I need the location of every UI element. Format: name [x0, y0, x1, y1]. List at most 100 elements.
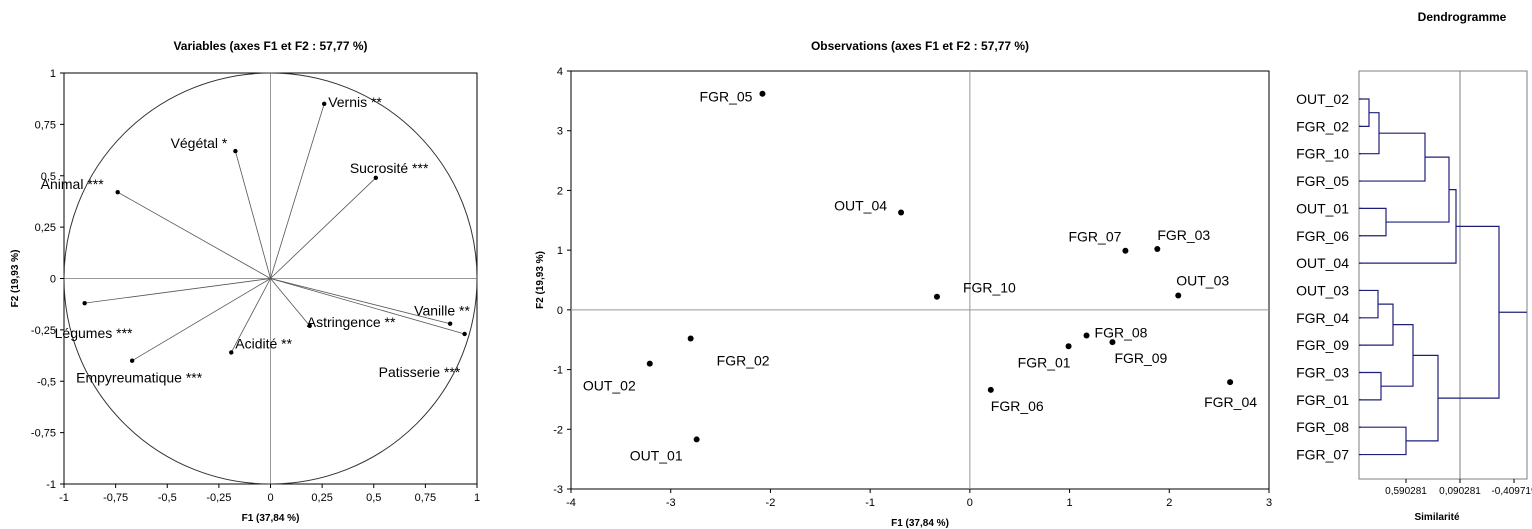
variable-vector [270, 177, 377, 279]
dendrogram-leaf-label: FGR_03 [1296, 365, 1349, 381]
variable-point [462, 331, 467, 337]
variable-point [373, 175, 379, 181]
variables-y-tick-label: -0,25 [31, 325, 56, 337]
variable-vector [84, 278, 271, 304]
variable-point [447, 321, 453, 326]
observation-label: FGR_10 [963, 280, 1016, 296]
dendrogram-x-tick-label: -0,409719 [1491, 486, 1532, 497]
variable-point [229, 350, 234, 355]
variable-vector [270, 278, 311, 327]
variable-label: Vernis ** [328, 94, 382, 110]
dendrogram-leaf-label: FGR_05 [1296, 173, 1349, 189]
variable-vector [270, 278, 465, 335]
dendrogram-branch [1359, 426, 1407, 456]
variable-label: Légumes *** [55, 325, 133, 341]
variables-y-tick-label: 0,5 [41, 171, 56, 183]
variables-y-tick-label: 1 [50, 68, 56, 80]
dendrogram-leaf-label: OUT_04 [1296, 255, 1349, 271]
observations-x-tick-label: -3 [666, 497, 676, 509]
variable-point [82, 300, 87, 306]
observation-point [987, 386, 994, 393]
dendrogram-leaf-label: FGR_06 [1296, 228, 1349, 244]
observations-y-tick-label: 0 [557, 305, 563, 317]
observation-point [933, 293, 940, 300]
observation-label: OUT_02 [583, 378, 636, 394]
dendrogram-branch [1359, 303, 1394, 346]
variable-vector [235, 150, 271, 279]
variables-y-tick-label: -1 [46, 479, 56, 491]
observation-label: OUT_04 [834, 198, 887, 214]
dendrogram-branch [1359, 132, 1426, 182]
variables-ylabel: F2 (19,93 %) [10, 250, 21, 308]
variable-vector [270, 278, 451, 325]
variable-vector [230, 278, 271, 353]
dendrogram-xlabel: Similarité [1414, 512, 1459, 523]
observations-x-tick-label: -4 [566, 497, 576, 509]
variable-label: Sucrosité *** [350, 160, 429, 176]
variables-y-tick-label: 0,25 [35, 222, 56, 234]
observation-label: FGR_09 [1114, 350, 1167, 366]
dendrogram-branch [1359, 207, 1387, 237]
observation-label: FGR_04 [1204, 394, 1257, 410]
observation-point [1154, 245, 1161, 252]
variable-point [115, 189, 120, 195]
dendrogram-branch [1438, 225, 1500, 399]
variables-x-tick-label: 0,75 [415, 492, 436, 504]
dendrogram-leaf-label: FGR_08 [1296, 419, 1349, 435]
observations-y-tick-label: -3 [553, 484, 563, 496]
variables-x-tick-label: -0,5 [158, 492, 177, 504]
variable-label: Vanille ** [414, 303, 470, 319]
variables-title: Variables (axes F1 et F2 : 57,77 %) [173, 39, 367, 53]
variable-vector [270, 103, 325, 279]
observations-y-tick-label: 4 [557, 66, 563, 78]
dendrogram-x-tick-label: 0,090281 [1439, 486, 1481, 497]
observation-point [898, 209, 905, 216]
observation-point [759, 90, 766, 97]
observation-label: OUT_03 [1176, 273, 1229, 289]
variable-label: Empyreumatique *** [76, 370, 203, 386]
observation-point [687, 335, 694, 342]
observations-x-tick-label: 3 [1266, 497, 1272, 509]
dendrogram-branch [1359, 188, 1457, 264]
variable-label: Acidité ** [235, 335, 292, 351]
observations-y-tick-label: -1 [553, 365, 563, 377]
dendrogram-leaf-label: FGR_09 [1296, 337, 1349, 353]
variables-y-tick-label: 0,75 [35, 119, 56, 131]
variables-x-tick-label: 0,25 [311, 492, 332, 504]
dendrogram-branch [1381, 324, 1414, 387]
dendrogram-leaf-label: FGR_02 [1296, 118, 1349, 134]
observation-label: FGR_05 [700, 89, 753, 105]
observations-x-tick-label: 1 [1067, 497, 1073, 509]
observation-point [1065, 343, 1072, 350]
dendrogram-x-tick-label: 0,590281 [1385, 486, 1427, 497]
observation-point [1227, 379, 1234, 386]
observation-label: FGR_03 [1157, 227, 1210, 243]
variables-x-tick-label: 0,5 [366, 492, 381, 504]
variable-label: Végétal * [171, 135, 228, 151]
observations-y-tick-label: -2 [553, 424, 563, 436]
variables-x-tick-label: -0,75 [103, 492, 128, 504]
dendrogram-title: Dendrogramme [1418, 10, 1507, 24]
observation-label: OUT_01 [630, 447, 683, 463]
observations-x-tick-label: -2 [766, 497, 776, 509]
observation-point [1175, 292, 1182, 299]
variables-y-tick-label: 0 [50, 274, 56, 286]
observation-label: FGR_08 [1095, 325, 1148, 341]
variables-x-tick-label: 1 [474, 492, 480, 504]
dendrogram-leaf-label: FGR_07 [1296, 447, 1349, 463]
observations-y-tick-label: 3 [557, 126, 563, 138]
dendrogram-leaf-label: OUT_03 [1296, 282, 1349, 298]
observation-label: FGR_07 [1068, 229, 1121, 245]
observations-x-tick-label: 2 [1166, 497, 1172, 509]
observations-y-tick-label: 1 [557, 245, 563, 257]
observation-label: FGR_02 [717, 353, 770, 369]
observation-point [646, 360, 653, 367]
variable-point [307, 323, 312, 328]
variables-y-tick-label: -0,75 [31, 428, 56, 440]
variable-label: Patisserie *** [379, 364, 461, 380]
dendrogram-leaf-label: FGR_10 [1296, 146, 1349, 162]
dendrogram-leaf-label: FGR_04 [1296, 310, 1349, 326]
dendrogram-branch [1359, 98, 1370, 127]
dendrogram-leaf-label: OUT_01 [1296, 200, 1349, 216]
